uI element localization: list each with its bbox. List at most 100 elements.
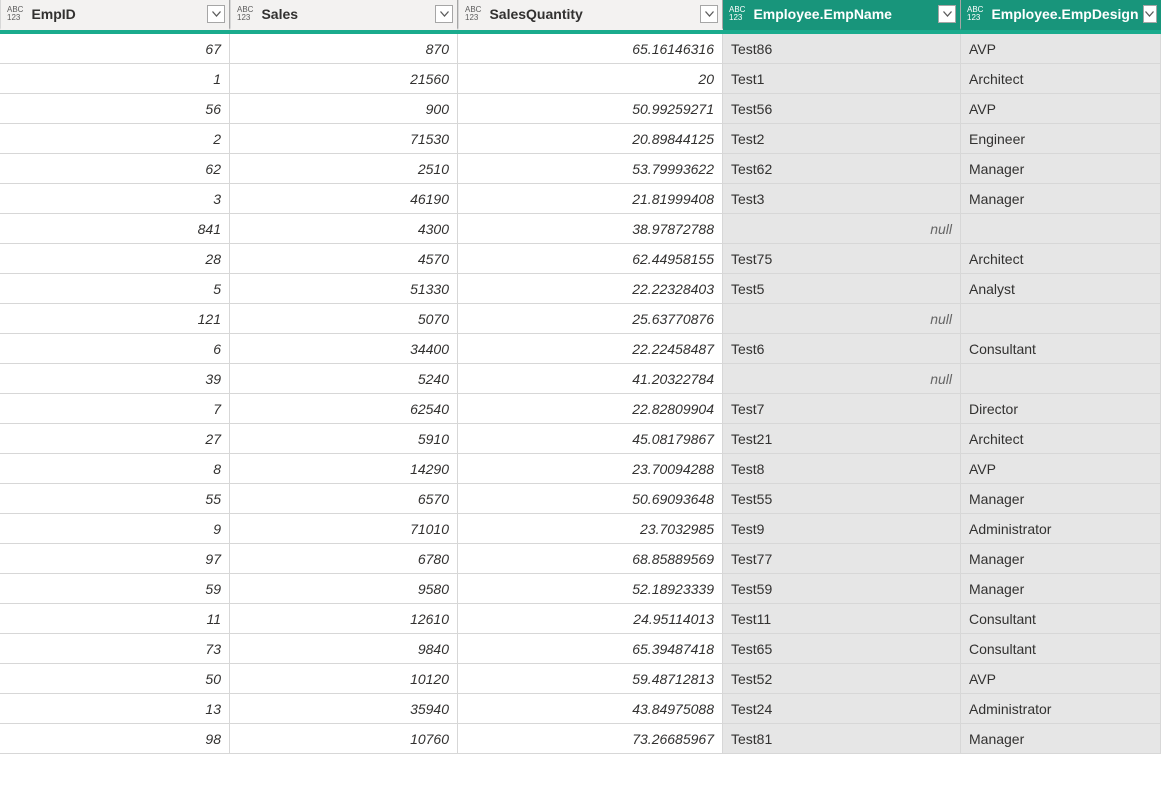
- cell[interactable]: 900: [230, 94, 458, 124]
- cell[interactable]: 73: [0, 634, 230, 664]
- table-row[interactable]: 501012059.48712813Test52AVP: [0, 664, 1161, 694]
- cell[interactable]: 24.95114013: [458, 604, 723, 634]
- cell[interactable]: 11: [0, 604, 230, 634]
- cell[interactable]: 870: [230, 34, 458, 64]
- cell[interactable]: 21560: [230, 64, 458, 94]
- table-row[interactable]: 39524041.20322784null: [0, 364, 1161, 394]
- cell[interactable]: 98: [0, 724, 230, 754]
- cell[interactable]: Test21: [723, 424, 961, 454]
- cell[interactable]: Test11: [723, 604, 961, 634]
- cell[interactable]: 23.7032985: [458, 514, 723, 544]
- cell[interactable]: Manager: [961, 574, 1161, 604]
- column-header-empid[interactable]: ABC123EmpID: [0, 0, 230, 30]
- cell[interactable]: Test7: [723, 394, 961, 424]
- cell[interactable]: Architect: [961, 424, 1161, 454]
- cell[interactable]: 14290: [230, 454, 458, 484]
- cell[interactable]: 59.48712813: [458, 664, 723, 694]
- table-row[interactable]: 27153020.89844125Test2Engineer: [0, 124, 1161, 154]
- cell[interactable]: 56: [0, 94, 230, 124]
- table-row[interactable]: 34619021.81999408Test3Manager: [0, 184, 1161, 214]
- table-row[interactable]: 841430038.97872788null: [0, 214, 1161, 244]
- cell[interactable]: Architect: [961, 244, 1161, 274]
- cell[interactable]: Manager: [961, 184, 1161, 214]
- cell[interactable]: Test9: [723, 514, 961, 544]
- cell[interactable]: 5240: [230, 364, 458, 394]
- cell[interactable]: 6: [0, 334, 230, 364]
- cell[interactable]: Consultant: [961, 334, 1161, 364]
- column-header-sales[interactable]: ABC123Sales: [230, 0, 458, 30]
- cell[interactable]: AVP: [961, 664, 1161, 694]
- cell[interactable]: 45.08179867: [458, 424, 723, 454]
- cell[interactable]: 9: [0, 514, 230, 544]
- cell[interactable]: Consultant: [961, 604, 1161, 634]
- cell[interactable]: 3: [0, 184, 230, 214]
- cell[interactable]: Manager: [961, 154, 1161, 184]
- filter-dropdown-button[interactable]: [207, 5, 225, 23]
- table-row[interactable]: 97678068.85889569Test77Manager: [0, 544, 1161, 574]
- cell[interactable]: Test1: [723, 64, 961, 94]
- cell[interactable]: 71530: [230, 124, 458, 154]
- table-row[interactable]: 59958052.18923339Test59Manager: [0, 574, 1161, 604]
- cell[interactable]: Test65: [723, 634, 961, 664]
- cell[interactable]: 4300: [230, 214, 458, 244]
- cell[interactable]: Administrator: [961, 694, 1161, 724]
- cell[interactable]: Test86: [723, 34, 961, 64]
- column-header-employee-empname[interactable]: ABC123Employee.EmpName: [723, 0, 961, 30]
- cell[interactable]: Manager: [961, 544, 1161, 574]
- table-row[interactable]: 133594043.84975088Test24Administrator: [0, 694, 1161, 724]
- cell[interactable]: AVP: [961, 34, 1161, 64]
- cell[interactable]: 73.26685967: [458, 724, 723, 754]
- table-row[interactable]: 6787065.16146316Test86AVP: [0, 34, 1161, 64]
- cell[interactable]: 38.97872788: [458, 214, 723, 244]
- cell[interactable]: Test24: [723, 694, 961, 724]
- table-row[interactable]: 111261024.95114013Test11Consultant: [0, 604, 1161, 634]
- cell[interactable]: 50.69093648: [458, 484, 723, 514]
- cell[interactable]: Manager: [961, 484, 1161, 514]
- cell[interactable]: [961, 304, 1161, 334]
- cell[interactable]: 1: [0, 64, 230, 94]
- cell[interactable]: 65.39487418: [458, 634, 723, 664]
- cell[interactable]: 55: [0, 484, 230, 514]
- cell[interactable]: Test59: [723, 574, 961, 604]
- cell[interactable]: 21.81999408: [458, 184, 723, 214]
- cell[interactable]: 27: [0, 424, 230, 454]
- cell[interactable]: 62540: [230, 394, 458, 424]
- cell[interactable]: Test75: [723, 244, 961, 274]
- table-row[interactable]: 63440022.22458487Test6Consultant: [0, 334, 1161, 364]
- cell[interactable]: 52.18923339: [458, 574, 723, 604]
- table-row[interactable]: 97101023.7032985Test9Administrator: [0, 514, 1161, 544]
- table-row[interactable]: 76254022.82809904Test7Director: [0, 394, 1161, 424]
- cell[interactable]: 53.79993622: [458, 154, 723, 184]
- cell[interactable]: Director: [961, 394, 1161, 424]
- cell[interactable]: 43.84975088: [458, 694, 723, 724]
- cell[interactable]: 25.63770876: [458, 304, 723, 334]
- cell[interactable]: Test2: [723, 124, 961, 154]
- cell[interactable]: 841: [0, 214, 230, 244]
- cell[interactable]: 67: [0, 34, 230, 64]
- cell[interactable]: Test52: [723, 664, 961, 694]
- cell[interactable]: Engineer: [961, 124, 1161, 154]
- cell[interactable]: 71010: [230, 514, 458, 544]
- cell[interactable]: AVP: [961, 94, 1161, 124]
- column-header-employee-empdesign[interactable]: ABC123Employee.EmpDesign: [961, 0, 1161, 30]
- cell[interactable]: 9580: [230, 574, 458, 604]
- cell[interactable]: 34400: [230, 334, 458, 364]
- cell[interactable]: 50: [0, 664, 230, 694]
- cell[interactable]: Test3: [723, 184, 961, 214]
- cell[interactable]: 23.70094288: [458, 454, 723, 484]
- cell[interactable]: Test8: [723, 454, 961, 484]
- cell[interactable]: 50.99259271: [458, 94, 723, 124]
- table-row[interactable]: 5690050.99259271Test56AVP: [0, 94, 1161, 124]
- cell[interactable]: 35940: [230, 694, 458, 724]
- cell[interactable]: 62.44958155: [458, 244, 723, 274]
- table-row[interactable]: 62251053.79993622Test62Manager: [0, 154, 1161, 184]
- cell[interactable]: Test6: [723, 334, 961, 364]
- cell[interactable]: Test77: [723, 544, 961, 574]
- cell[interactable]: 65.16146316: [458, 34, 723, 64]
- cell[interactable]: Test55: [723, 484, 961, 514]
- table-row[interactable]: 28457062.44958155Test75Architect: [0, 244, 1161, 274]
- table-row[interactable]: 121507025.63770876null: [0, 304, 1161, 334]
- cell[interactable]: 51330: [230, 274, 458, 304]
- table-row[interactable]: 981076073.26685967Test81Manager: [0, 724, 1161, 754]
- cell[interactable]: 20.89844125: [458, 124, 723, 154]
